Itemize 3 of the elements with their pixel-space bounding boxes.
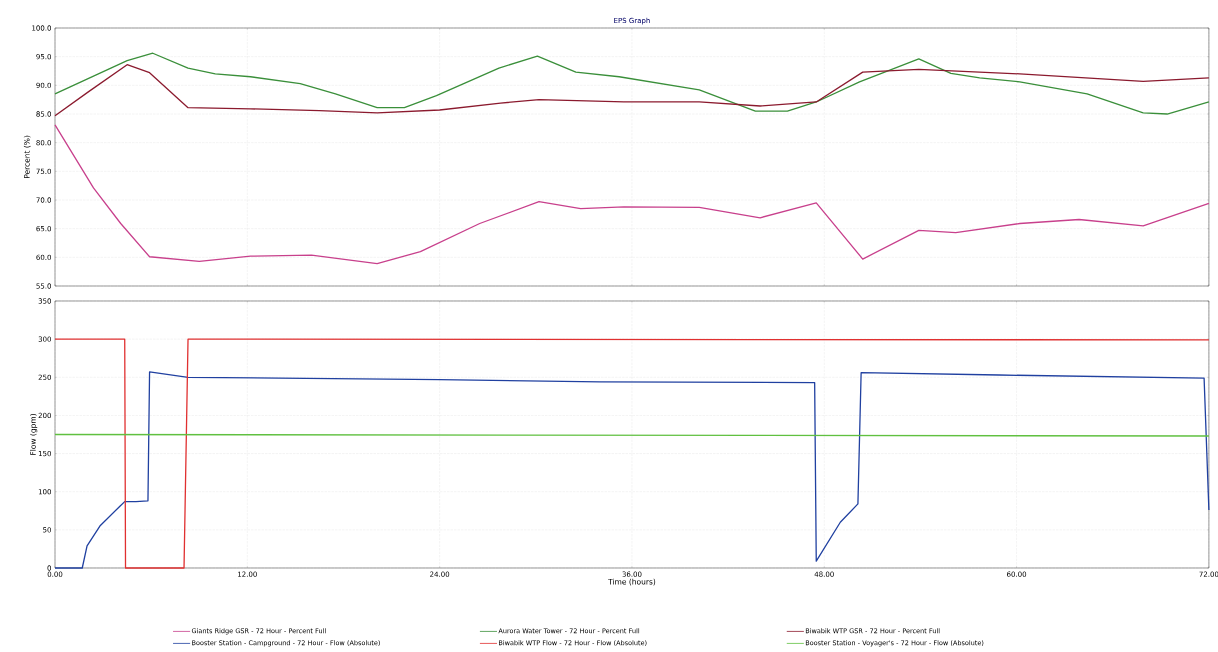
line-series [54, 64, 1210, 117]
line-series [54, 124, 1210, 265]
line-series [54, 52, 1210, 115]
